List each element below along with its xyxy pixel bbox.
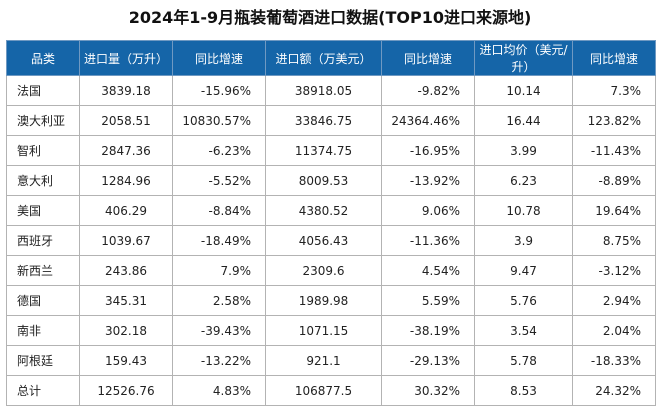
cell-avg-price: 3.99	[474, 135, 573, 166]
cell-price-growth: -3.12%	[572, 255, 656, 286]
cell-import-volume: 1284.96	[79, 165, 173, 196]
cell-category: 新西兰	[6, 255, 80, 286]
cell-category: 美国	[6, 195, 80, 226]
cell-category: 总计	[6, 375, 80, 406]
wine-import-table: 品类 进口量（万升） 同比增速 进口额（万美元） 同比增速 进口均价（美元/升）…	[6, 40, 656, 406]
cell-import-value: 33846.75	[265, 105, 382, 136]
cell-import-value: 11374.75	[265, 135, 382, 166]
cell-import-volume: 302.18	[79, 315, 173, 346]
cell-category: 西班牙	[6, 225, 80, 256]
cell-price-growth: 8.75%	[572, 225, 656, 256]
cell-volume-growth: 4.83%	[172, 375, 266, 406]
cell-volume-growth: -15.96%	[172, 75, 266, 106]
table-row: 阿根廷 159.43 -13.22% 921.1 -29.13% 5.78 -18.33%	[6, 345, 656, 376]
cell-volume-growth: -13.22%	[172, 345, 266, 376]
cell-value-growth: -11.36%	[381, 225, 475, 256]
cell-import-value: 38918.05	[265, 75, 382, 106]
cell-price-growth: 19.64%	[572, 195, 656, 226]
cell-value-growth: -29.13%	[381, 345, 475, 376]
cell-category: 南非	[6, 315, 80, 346]
cell-import-volume: 2058.51	[79, 105, 173, 136]
cell-value-growth: 24364.46%	[381, 105, 475, 136]
header-import-volume: 进口量（万升）	[79, 40, 173, 76]
cell-avg-price: 5.78	[474, 345, 573, 376]
cell-value-growth: -38.19%	[381, 315, 475, 346]
cell-avg-price: 16.44	[474, 105, 573, 136]
table-row: 德国 345.31 2.58% 1989.98 5.59% 5.76 2.94%	[6, 285, 656, 316]
cell-avg-price: 3.54	[474, 315, 573, 346]
cell-value-growth: -13.92%	[381, 165, 475, 196]
cell-import-volume: 345.31	[79, 285, 173, 316]
cell-value-growth: -16.95%	[381, 135, 475, 166]
table-body: 法国 3839.18 -15.96% 38918.05 -9.82% 10.14 7.3% 澳…	[6, 75, 656, 406]
cell-volume-growth: 2.58%	[172, 285, 266, 316]
table-row: 美国 406.29 -8.84% 4380.52 9.06% 10.78 19.64%	[6, 195, 656, 226]
cell-volume-growth: -18.49%	[172, 225, 266, 256]
cell-volume-growth: -8.84%	[172, 195, 266, 226]
header-import-value: 进口额（万美元）	[265, 40, 382, 76]
cell-avg-price: 8.53	[474, 375, 573, 406]
header-avg-price: 进口均价（美元/升）	[474, 40, 573, 76]
cell-volume-growth: -5.52%	[172, 165, 266, 196]
cell-import-value: 1071.15	[265, 315, 382, 346]
header-category: 品类	[6, 40, 80, 76]
cell-import-volume: 12526.76	[79, 375, 173, 406]
cell-import-volume: 159.43	[79, 345, 173, 376]
cell-price-growth: 2.04%	[572, 315, 656, 346]
cell-import-value: 2309.6	[265, 255, 382, 286]
cell-price-growth: -8.89%	[572, 165, 656, 196]
table-row: 总计 12526.76 4.83% 106877.5 30.32% 8.53 24.32%	[6, 375, 656, 406]
cell-category: 澳大利亚	[6, 105, 80, 136]
header-row: 品类 进口量（万升） 同比增速 进口额（万美元） 同比增速 进口均价（美元/升）…	[6, 40, 656, 76]
cell-category: 法国	[6, 75, 80, 106]
table-row: 新西兰 243.86 7.9% 2309.6 4.54% 9.47 -3.12%	[6, 255, 656, 286]
cell-import-volume: 243.86	[79, 255, 173, 286]
cell-avg-price: 5.76	[474, 285, 573, 316]
cell-category: 德国	[6, 285, 80, 316]
table-row: 南非 302.18 -39.43% 1071.15 -38.19% 3.54 2.04%	[6, 315, 656, 346]
cell-import-volume: 3839.18	[79, 75, 173, 106]
table-row: 西班牙 1039.67 -18.49% 4056.43 -11.36% 3.9 8.75%	[6, 225, 656, 256]
table-title: 2024年1-9月瓶装葡萄酒进口数据(TOP10进口来源地)	[128, 8, 532, 27]
cell-import-volume: 1039.67	[79, 225, 173, 256]
cell-avg-price: 10.14	[474, 75, 573, 106]
table-row: 意大利 1284.96 -5.52% 8009.53 -13.92% 6.23 -8.89%	[6, 165, 656, 196]
table-row: 智利 2847.36 -6.23% 11374.75 -16.95% 3.99 -11.43…	[6, 135, 656, 166]
cell-value-growth: 5.59%	[381, 285, 475, 316]
cell-volume-growth: 7.9%	[172, 255, 266, 286]
cell-category: 阿根廷	[6, 345, 80, 376]
cell-value-growth: 4.54%	[381, 255, 475, 286]
cell-volume-growth: 10830.57%	[172, 105, 266, 136]
cell-category: 意大利	[6, 165, 80, 196]
table-row: 澳大利亚 2058.51 10830.57% 33846.75 24364.46% 16.…	[6, 105, 656, 136]
cell-price-growth: -18.33%	[572, 345, 656, 376]
cell-import-volume: 406.29	[79, 195, 173, 226]
header-volume-growth: 同比增速	[172, 40, 266, 76]
cell-import-value: 4056.43	[265, 225, 382, 256]
header-price-growth: 同比增速	[572, 40, 656, 76]
cell-avg-price: 9.47	[474, 255, 573, 286]
cell-import-value: 4380.52	[265, 195, 382, 226]
cell-value-growth: -9.82%	[381, 75, 475, 106]
table-row: 法国 3839.18 -15.96% 38918.05 -9.82% 10.14 7.3%	[6, 75, 656, 106]
cell-value-growth: 30.32%	[381, 375, 475, 406]
cell-price-growth: 7.3%	[572, 75, 656, 106]
cell-volume-growth: -39.43%	[172, 315, 266, 346]
cell-value-growth: 9.06%	[381, 195, 475, 226]
cell-import-value: 921.1	[265, 345, 382, 376]
cell-import-value: 106877.5	[265, 375, 382, 406]
cell-avg-price: 10.78	[474, 195, 573, 226]
cell-avg-price: 6.23	[474, 165, 573, 196]
cell-avg-price: 3.9	[474, 225, 573, 256]
cell-price-growth: -11.43%	[572, 135, 656, 166]
cell-price-growth: 2.94%	[572, 285, 656, 316]
cell-volume-growth: -6.23%	[172, 135, 266, 166]
header-value-growth: 同比增速	[381, 40, 475, 76]
cell-price-growth: 123.82%	[572, 105, 656, 136]
cell-import-value: 1989.98	[265, 285, 382, 316]
cell-price-growth: 24.32%	[572, 375, 656, 406]
cell-import-volume: 2847.36	[79, 135, 173, 166]
cell-import-value: 8009.53	[265, 165, 382, 196]
cell-category: 智利	[6, 135, 80, 166]
